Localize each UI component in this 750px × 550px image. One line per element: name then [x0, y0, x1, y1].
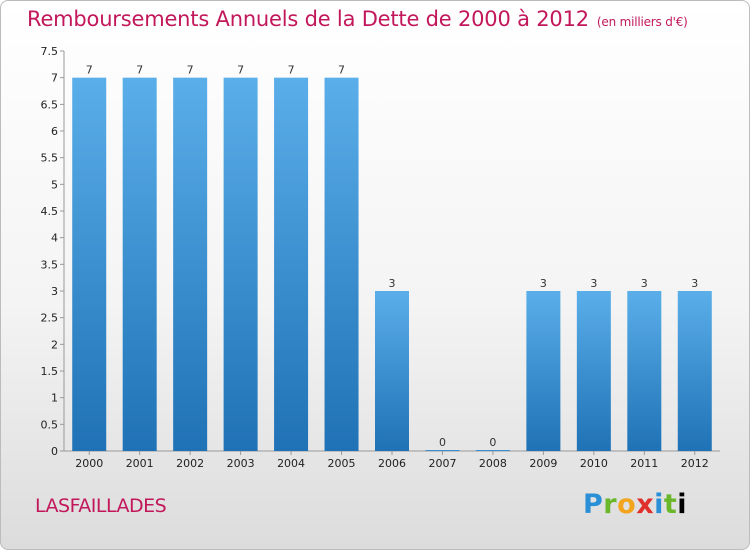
- bar-2006: [375, 291, 409, 451]
- y-tick-label: 6: [51, 125, 58, 138]
- y-tick-label: 0: [51, 445, 58, 458]
- x-tick-label-2004: 2004: [277, 457, 305, 470]
- value-label-2002: 7: [187, 64, 194, 77]
- value-label-2001: 7: [136, 64, 143, 77]
- y-tick-label: 1: [51, 392, 58, 405]
- x-tick-label-2010: 2010: [580, 457, 608, 470]
- bar-2005: [324, 77, 359, 452]
- y-tick-label: 2.5: [41, 312, 59, 325]
- bar-2011: [627, 291, 662, 451]
- y-tick-label: 5.5: [41, 152, 59, 165]
- bar-2007: [425, 450, 460, 451]
- chart-axes: 0 0.5 1 1.5 2 2.5 3 3.5 4 4.5 5 5.5 6 6.5 7 7.5: [41, 45, 720, 458]
- bar-2008: [475, 450, 510, 451]
- place-name: LASFAILLADES: [35, 495, 167, 517]
- chart-title-text: Remboursements Annuels de la Dette de 20…: [27, 7, 589, 31]
- value-label-2007: 0: [439, 436, 446, 449]
- chart-labels: 7 2000 7 2001 7 2002 7 2003 7 2004 7 2005 3 2006 0 2007…: [75, 64, 709, 470]
- chart-title: Remboursements Annuels de la Dette de 20…: [27, 7, 688, 31]
- y-tick-label: 3.5: [41, 258, 59, 271]
- y-tick-label: 7: [51, 72, 58, 85]
- bar-2000: [72, 77, 107, 452]
- x-tick-label-2000: 2000: [75, 457, 103, 470]
- value-label-2004: 7: [288, 64, 295, 77]
- y-tick-label: 4.5: [41, 205, 59, 218]
- y-tick-label: 2: [51, 338, 58, 351]
- x-tick-label-2003: 2003: [227, 457, 255, 470]
- x-tick-label-2007: 2007: [428, 457, 456, 470]
- chart-bars: [72, 77, 712, 452]
- y-tick-label: 4: [51, 232, 58, 245]
- value-label-2003: 7: [237, 64, 244, 77]
- value-label-2006: 3: [389, 277, 396, 290]
- bar-2012: [677, 291, 712, 451]
- value-label-2008: 0: [489, 436, 496, 449]
- bar-2003: [223, 77, 258, 452]
- x-tick-label-2002: 2002: [176, 457, 204, 470]
- x-tick-label-2001: 2001: [126, 457, 154, 470]
- y-tick-label: 3: [51, 285, 58, 298]
- y-tick-label: 6.5: [41, 98, 59, 111]
- x-tick-label-2008: 2008: [479, 457, 507, 470]
- x-tick-label-2009: 2009: [529, 457, 557, 470]
- value-label-2012: 3: [691, 277, 698, 290]
- x-tick-label-2012: 2012: [681, 457, 709, 470]
- proxiti-logo: Proxiti: [583, 489, 688, 520]
- y-tick-label: 7.5: [41, 45, 59, 58]
- value-label-2010: 3: [590, 277, 597, 290]
- y-tick-label: 1.5: [41, 365, 59, 378]
- x-tick-label-2005: 2005: [328, 457, 356, 470]
- bar-2010: [576, 291, 611, 451]
- value-label-2005: 7: [338, 64, 345, 77]
- value-label-2000: 7: [86, 64, 93, 77]
- value-label-2009: 3: [540, 277, 547, 290]
- bar-2009: [526, 291, 561, 451]
- bar-2002: [173, 77, 208, 452]
- bar-2004: [274, 77, 309, 452]
- chart-unit: (en milliers d'€): [596, 15, 688, 29]
- y-tick-label: 5: [51, 178, 58, 191]
- value-label-2011: 3: [641, 277, 648, 290]
- x-tick-label-2011: 2011: [630, 457, 658, 470]
- x-tick-label-2006: 2006: [378, 457, 406, 470]
- y-tick-label: 0.5: [41, 418, 59, 431]
- bar-2001: [122, 77, 157, 452]
